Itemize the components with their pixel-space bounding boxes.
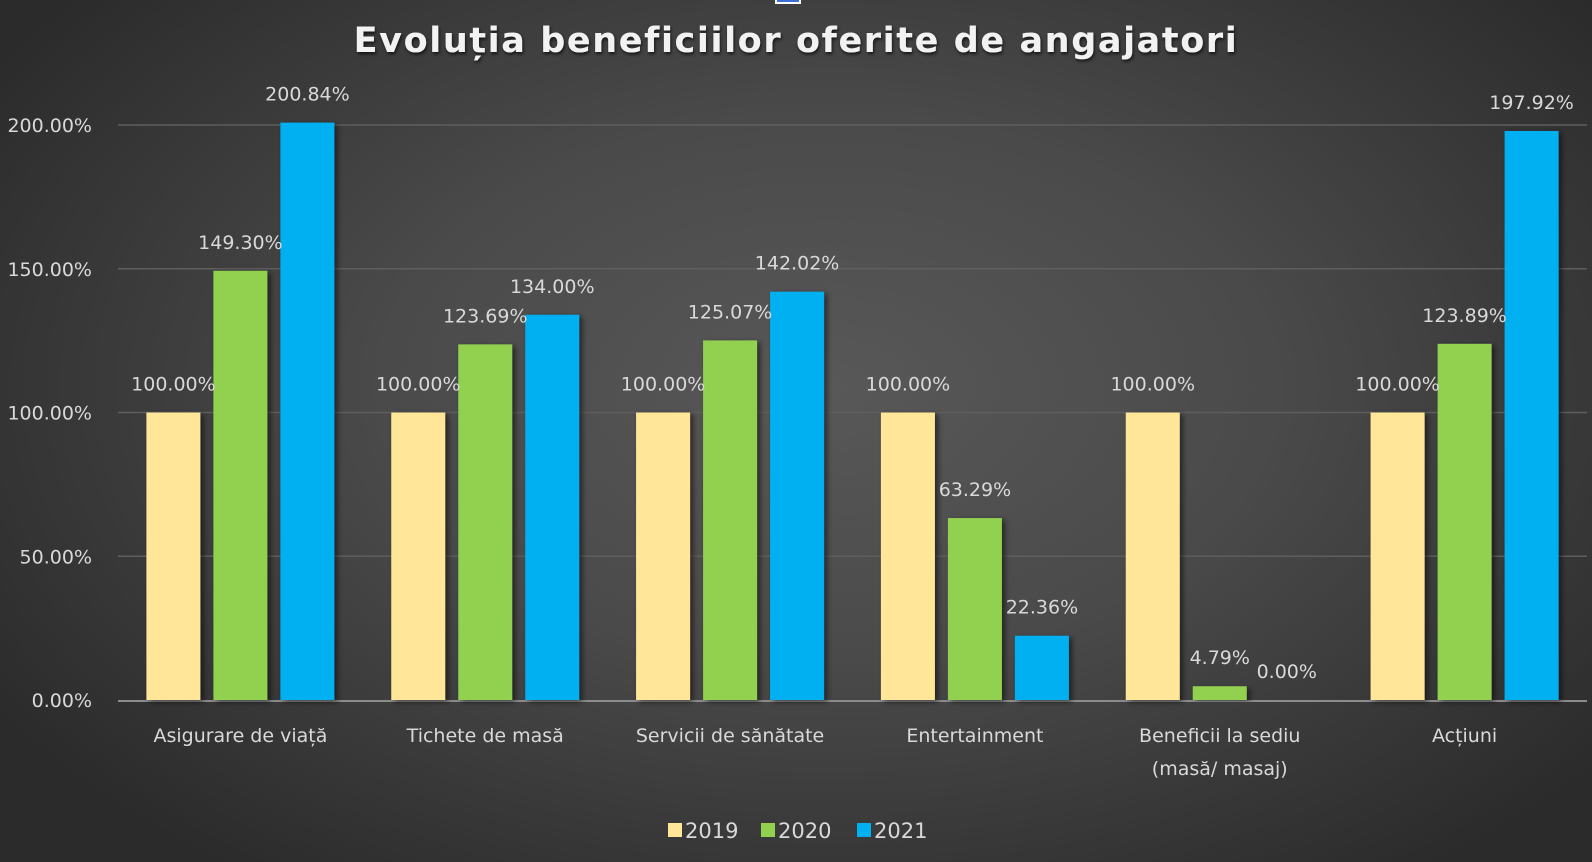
bar-2019 xyxy=(1125,412,1180,700)
bar-2019 xyxy=(1370,412,1425,700)
bar-2019 xyxy=(146,412,201,700)
bar-2021 xyxy=(770,291,825,700)
data-label-2019: 100.00% xyxy=(1355,374,1440,396)
legend: 2019 2020 2021 xyxy=(668,819,927,843)
data-label-2019: 100.00% xyxy=(1110,374,1195,396)
bar-2021 xyxy=(280,122,335,700)
legend-swatch xyxy=(668,823,682,837)
bar-2019 xyxy=(636,412,691,700)
bar-2019 xyxy=(391,412,446,700)
x-axis: Asigurare de viață Tichete de masă Servici… xyxy=(153,725,1497,780)
data-label-2019: 100.00% xyxy=(376,374,461,396)
data-labels: 100.00% 100.00% 100.00% 100.00% 100.00% 100.0… xyxy=(131,84,1574,683)
bars xyxy=(146,122,1559,701)
y-tick-label: 200.00% xyxy=(7,115,92,137)
bar-2020 xyxy=(703,340,758,700)
legend-item-2021[interactable]: 2021 xyxy=(857,819,927,843)
legend-label: 2021 xyxy=(874,819,927,843)
data-label-2020: 63.29% xyxy=(939,479,1011,501)
x-tick-label: Servicii de sănătate xyxy=(636,725,824,747)
selection-handle[interactable] xyxy=(775,0,801,4)
x-tick-label: Entertainment xyxy=(906,725,1043,747)
bar-2020 xyxy=(1437,343,1492,700)
bar-2020 xyxy=(947,518,1002,700)
data-label-2020: 4.79% xyxy=(1190,647,1250,669)
data-label-2021: 0.00% xyxy=(1257,661,1317,683)
bar-2020 xyxy=(213,270,268,700)
x-tick-label: Tichete de masă xyxy=(406,725,564,747)
legend-label: 2020 xyxy=(778,819,831,843)
data-label-2019: 100.00% xyxy=(131,374,216,396)
x-tick-label: Asigurare de viață xyxy=(153,725,327,747)
y-axis: 0.00% 50.00% 100.00% 150.00% 200.00% xyxy=(7,115,92,712)
bar-2020 xyxy=(458,344,513,700)
data-label-2020: 125.07% xyxy=(688,301,773,323)
legend-label: 2019 xyxy=(685,819,738,843)
x-tick-label: Beneficii la sediu (masă/ masaj) xyxy=(1139,725,1300,780)
data-label-2021: 200.84% xyxy=(265,84,350,106)
data-label-2021: 22.36% xyxy=(1006,597,1078,619)
data-label-2021: 142.02% xyxy=(755,253,840,275)
bar-2021 xyxy=(1014,635,1069,700)
legend-item-2019[interactable]: 2019 xyxy=(668,819,738,843)
bar-2020 xyxy=(1192,686,1247,700)
data-label-2020: 123.89% xyxy=(1422,305,1507,327)
y-tick-label: 100.00% xyxy=(7,403,92,425)
data-label-2020: 123.69% xyxy=(443,305,528,327)
bar-2021 xyxy=(1504,130,1559,701)
gridlines xyxy=(118,124,1587,702)
chart-title: Evoluția beneficiilor oferite de angajat… xyxy=(354,21,1239,61)
data-label-2019: 100.00% xyxy=(621,374,706,396)
bar-2019 xyxy=(880,412,935,700)
legend-item-2020[interactable]: 2020 xyxy=(761,819,831,843)
bar-2021 xyxy=(525,314,580,700)
data-label-2019: 100.00% xyxy=(866,374,951,396)
x-tick-label: Acțiuni xyxy=(1432,725,1497,747)
y-tick-label: 50.00% xyxy=(20,546,92,568)
y-tick-label: 0.00% xyxy=(32,690,92,712)
data-label-2021: 197.92% xyxy=(1489,92,1574,114)
data-label-2021: 134.00% xyxy=(510,276,595,298)
legend-swatch xyxy=(761,823,775,837)
legend-swatch xyxy=(857,823,871,837)
y-tick-label: 150.00% xyxy=(7,259,92,281)
data-label-2020: 149.30% xyxy=(198,232,283,254)
